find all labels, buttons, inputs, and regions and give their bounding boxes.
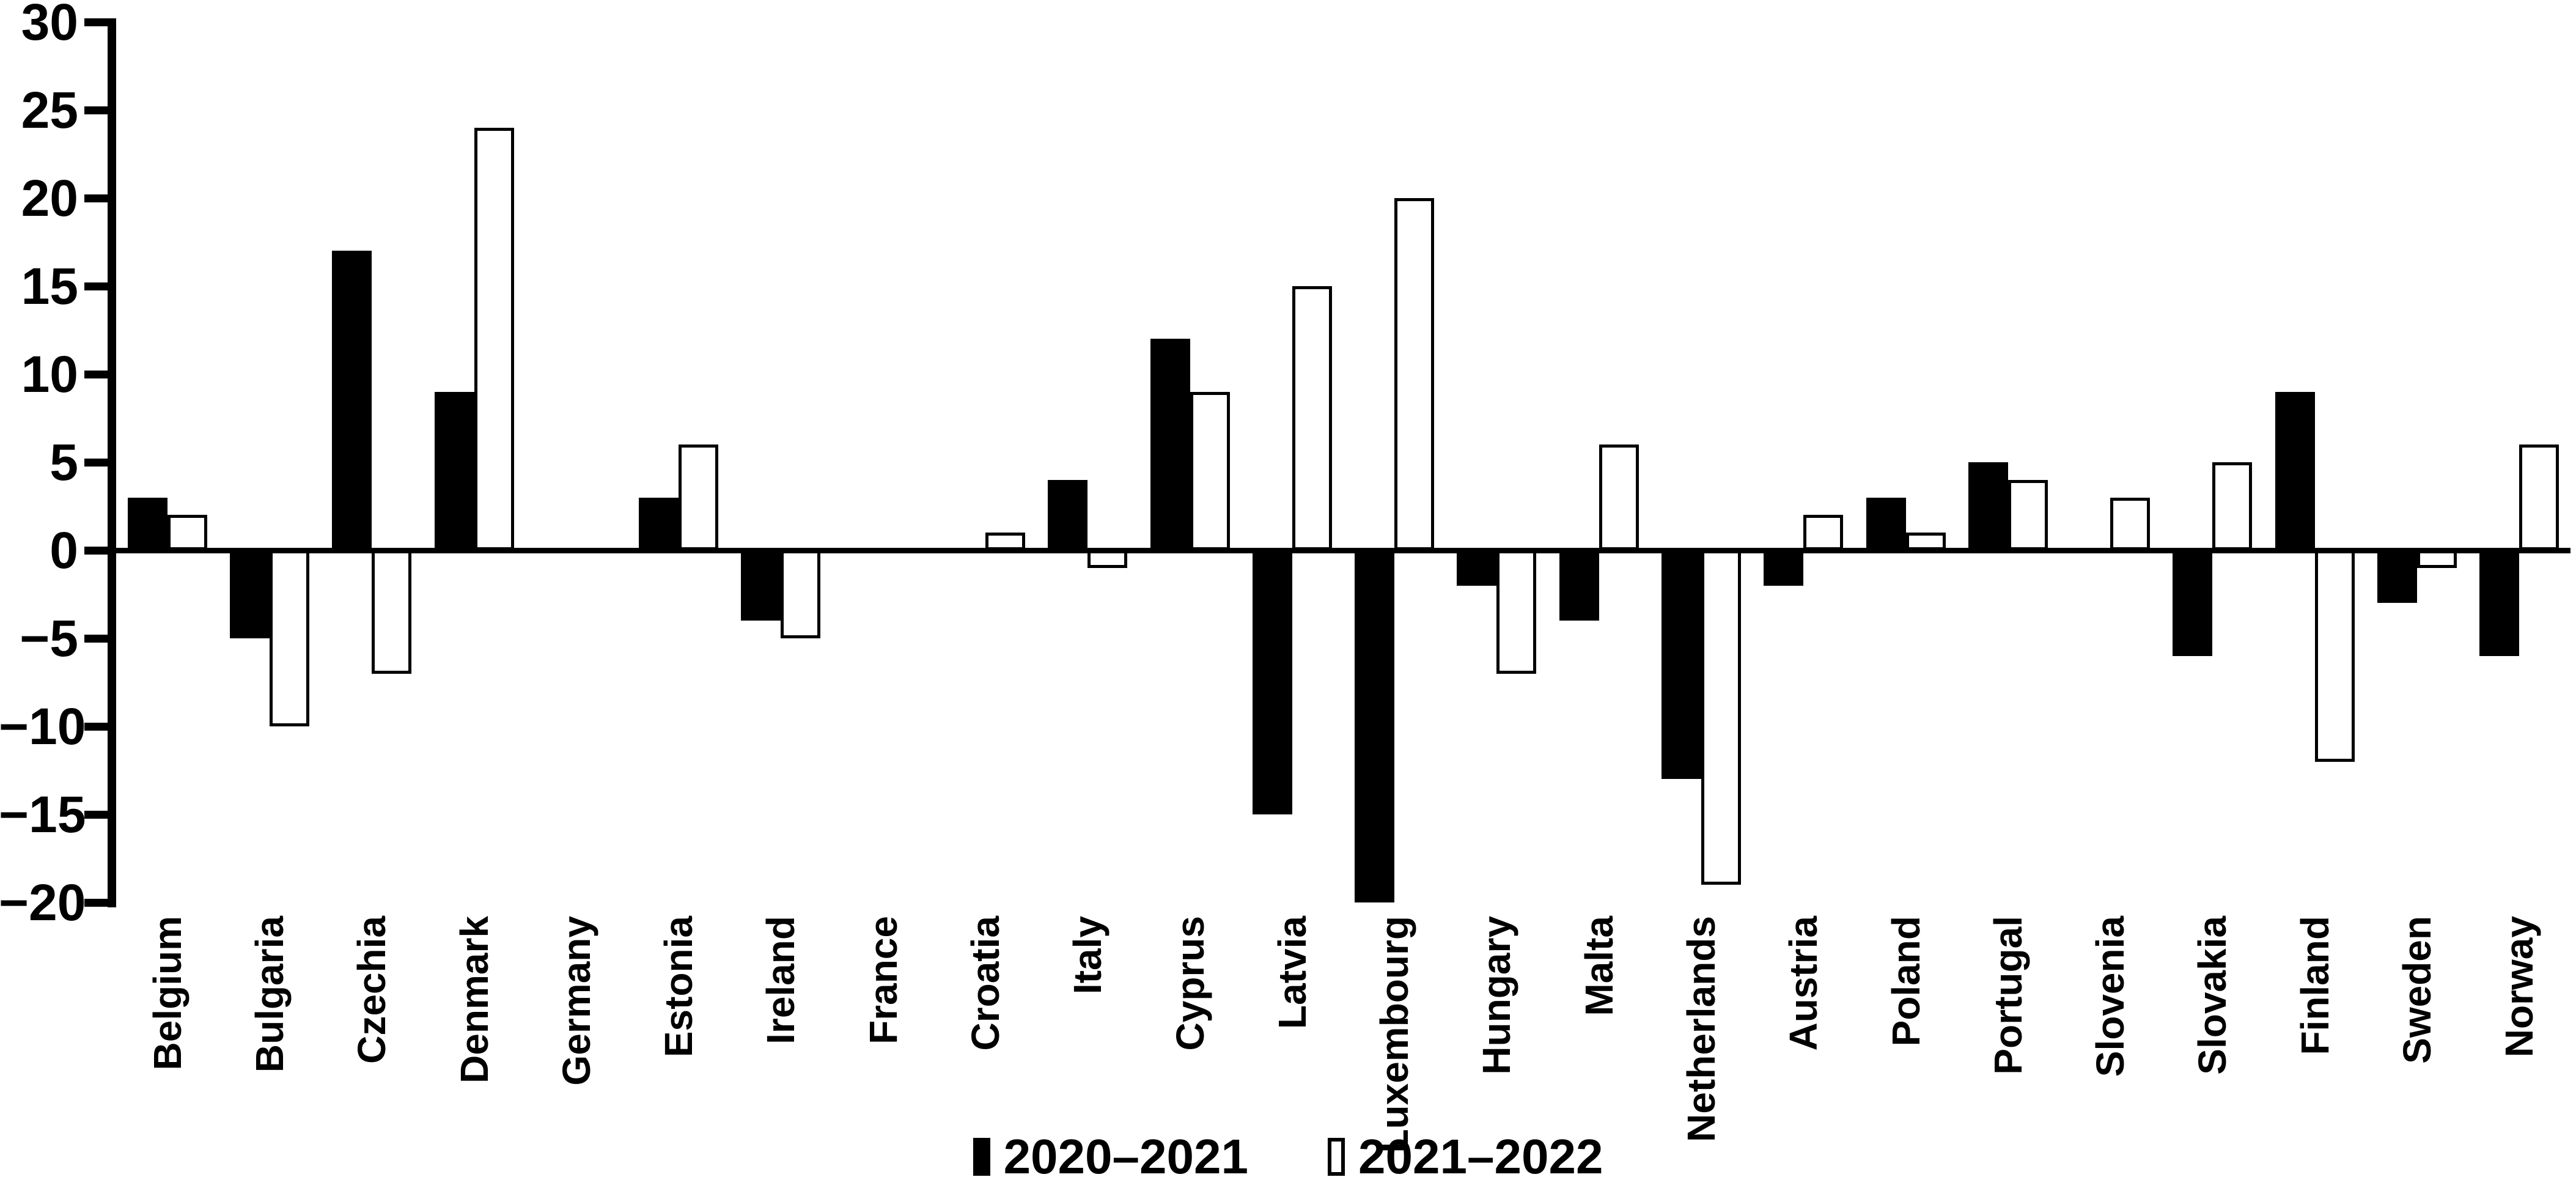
y-axis-tick-label: 10 (21, 345, 78, 403)
y-axis-tick-label: −10 (0, 698, 86, 755)
y-axis-tick-label: −5 (20, 610, 78, 667)
bar-2020-2021-belgium (127, 497, 167, 550)
y-axis-tick-label: 25 (21, 81, 78, 139)
y-axis-tick-label: −15 (0, 786, 86, 843)
y-axis-line (108, 18, 116, 907)
bar-2020-2021-sweden (2377, 550, 2418, 603)
y-axis-tick-label: 5 (50, 433, 78, 491)
category-label-hungary: Hungary (1474, 916, 1519, 1075)
y-axis-tick (84, 282, 108, 290)
legend-item-2020-2021: 2020–2021 (973, 1130, 1248, 1184)
category-label-germany: Germany (554, 916, 598, 1086)
bar-2020-2021-italy (1048, 479, 1088, 550)
y-axis-tick (84, 458, 108, 467)
category-label-finland: Finland (2292, 916, 2337, 1055)
bar-2021-2022-cyprus (1190, 391, 1230, 550)
bar-2021-2022-malta (1599, 445, 1639, 550)
y-axis-tick (84, 634, 108, 643)
y-axis-tick (84, 18, 108, 26)
legend-swatch-white-icon (1328, 1138, 1345, 1176)
legend-label-2021-2022: 2021–2022 (1358, 1129, 1603, 1184)
category-label-sweden: Sweden (2395, 916, 2440, 1064)
y-axis-tick (84, 546, 108, 555)
legend-swatch-black-icon (973, 1138, 990, 1176)
y-axis-tick (84, 370, 108, 378)
bar-2021-2022-ireland (781, 550, 821, 638)
bar-2020-2021-czechia (332, 251, 372, 550)
bar-2020-2021-bulgaria (229, 550, 270, 638)
y-axis-tick-label: −20 (0, 874, 86, 931)
y-axis-tick (84, 722, 108, 731)
category-label-norway: Norway (2497, 916, 2542, 1058)
y-axis-tick-label: 15 (21, 257, 78, 315)
category-label-italy: Italy (1065, 916, 1110, 995)
bar-2020-2021-ireland (741, 550, 781, 621)
bar-2020-2021-latvia (1252, 550, 1292, 814)
category-label-austria: Austria (1781, 916, 1826, 1051)
bar-2020-2021-luxembourg (1355, 550, 1395, 902)
bar-2021-2022-belgium (167, 515, 207, 550)
category-label-estonia: Estonia (657, 916, 701, 1058)
bar-2021-2022-slovenia (2110, 497, 2151, 550)
category-label-malta: Malta (1577, 916, 1621, 1016)
bar-2021-2022-portugal (2007, 479, 2048, 550)
y-axis-tick (84, 810, 108, 819)
bar-2021-2022-hungary (1496, 550, 1537, 674)
legend-item-2021-2022: 2021–2022 (1328, 1130, 1603, 1184)
bar-2020-2021-estonia (639, 497, 679, 550)
bar-2020-2021-slovakia (2173, 550, 2213, 656)
category-label-latvia: Latvia (1270, 916, 1314, 1029)
bar-2020-2021-portugal (1968, 462, 2008, 550)
category-label-netherlands: Netherlands (1679, 916, 1724, 1142)
category-label-bulgaria: Bulgaria (247, 916, 292, 1073)
bar-2021-2022-austria (1803, 515, 1844, 550)
bar-2020-2021-poland (1866, 497, 1906, 550)
legend: 2020–2021 2021–2022 (0, 1130, 2576, 1184)
y-axis-tick-label: 20 (21, 169, 78, 227)
category-label-cyprus: Cyprus (1168, 916, 1212, 1051)
category-label-poland: Poland (1883, 916, 1928, 1047)
y-axis-tick (84, 194, 108, 202)
category-label-portugal: Portugal (1985, 916, 2030, 1075)
bar-2021-2022-sweden (2417, 550, 2457, 568)
y-axis-tick-label: 30 (21, 0, 78, 51)
category-label-denmark: Denmark (452, 916, 496, 1083)
category-label-slovakia: Slovakia (2190, 916, 2235, 1075)
bar-2020-2021-norway (2479, 550, 2520, 656)
x-axis-zero-line (108, 547, 2570, 553)
bar-2020-2021-cyprus (1150, 339, 1190, 550)
bar-2021-2022-czechia (372, 550, 412, 674)
bar-2021-2022-netherlands (1701, 550, 1742, 885)
y-axis-tick (84, 898, 108, 907)
bar-2021-2022-norway (2519, 445, 2559, 550)
category-label-luxembourg: Luxembourg (1372, 916, 1417, 1153)
bar-2020-2021-hungary (1457, 550, 1497, 586)
bar-2021-2022-slovakia (2212, 462, 2253, 550)
category-label-croatia: Croatia (963, 916, 1007, 1051)
category-label-slovenia: Slovenia (2088, 916, 2133, 1077)
category-label-belgium: Belgium (145, 916, 190, 1071)
category-label-ireland: Ireland (759, 916, 803, 1044)
bar-2021-2022-latvia (1292, 286, 1332, 550)
bar-2021-2022-luxembourg (1394, 198, 1435, 550)
bar-2020-2021-austria (1764, 550, 1804, 586)
bar-2021-2022-bulgaria (269, 550, 309, 726)
bar-2021-2022-estonia (679, 445, 719, 550)
category-label-france: France (861, 916, 905, 1044)
bar-2020-2021-malta (1559, 550, 1599, 621)
bar-2020-2021-finland (2275, 391, 2315, 550)
y-axis-tick-label: 0 (50, 522, 78, 579)
category-label-czechia: Czechia (350, 916, 394, 1064)
bar-2020-2021-denmark (434, 391, 474, 550)
bar-2020-2021-netherlands (1662, 550, 1702, 780)
bar-2021-2022-finland (2314, 550, 2355, 762)
legend-label-2020-2021: 2020–2021 (1003, 1129, 1248, 1184)
bar-2021-2022-denmark (474, 127, 514, 550)
y-axis-tick (84, 106, 108, 114)
